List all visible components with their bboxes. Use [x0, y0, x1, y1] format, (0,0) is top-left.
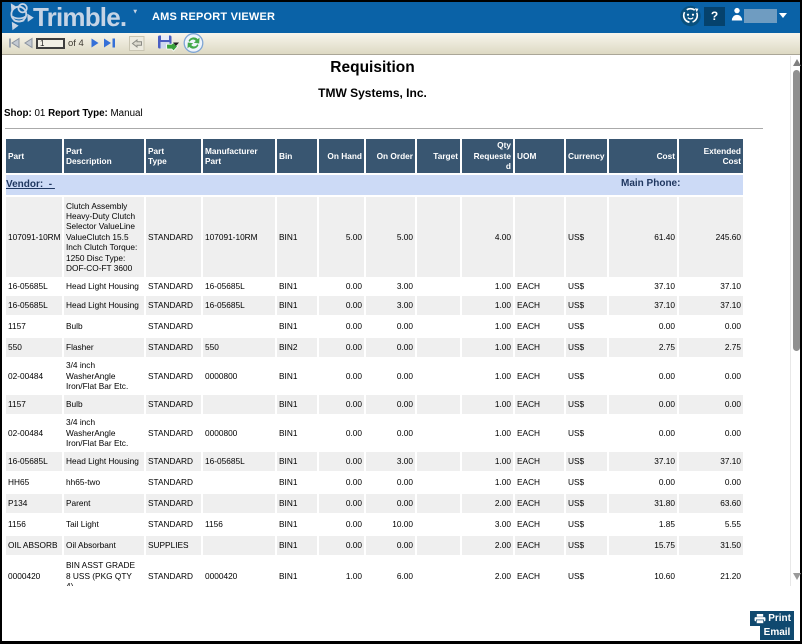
svg-text:Trimble.: Trimble. [33, 2, 126, 32]
svg-text:▼: ▼ [132, 9, 138, 16]
